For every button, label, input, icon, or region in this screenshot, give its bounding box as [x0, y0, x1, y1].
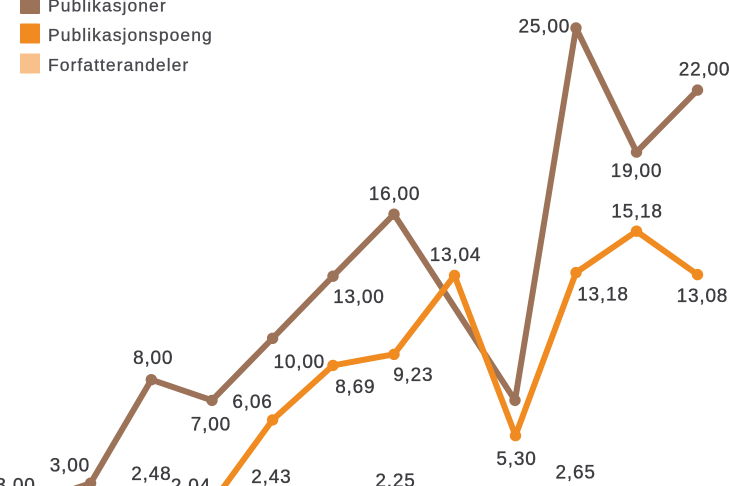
svg-text:2,43: 2,43	[251, 467, 291, 486]
svg-text:3,00: 3,00	[50, 455, 90, 476]
svg-text:22,00: 22,00	[679, 59, 729, 80]
svg-text:2,65: 2,65	[556, 462, 596, 483]
svg-text:7,00: 7,00	[191, 414, 231, 435]
svg-text:8,69: 8,69	[335, 377, 375, 398]
svg-text:15,18: 15,18	[611, 202, 663, 223]
svg-text:13,08: 13,08	[677, 286, 729, 307]
svg-text:Publikasjonspoeng: Publikasjonspoeng	[48, 25, 213, 45]
svg-text:6,06: 6,06	[232, 392, 272, 413]
svg-text:Forfatterandeler: Forfatterandeler	[48, 55, 189, 75]
svg-text:10,00: 10,00	[274, 352, 326, 373]
svg-text:2,48: 2,48	[131, 464, 171, 485]
svg-text:2,04: 2,04	[171, 476, 211, 486]
svg-text:13,00: 13,00	[333, 287, 385, 308]
svg-text:9,23: 9,23	[393, 365, 433, 386]
svg-text:13,04: 13,04	[430, 245, 482, 266]
svg-text:25,00: 25,00	[519, 16, 571, 37]
svg-text:2,25: 2,25	[375, 471, 415, 486]
svg-text:13,18: 13,18	[577, 284, 629, 305]
svg-text:19,00: 19,00	[611, 161, 663, 182]
svg-text:Publikasjoner: Publikasjoner	[48, 0, 167, 15]
svg-text:8,00: 8,00	[133, 348, 173, 369]
svg-text:3,00: 3,00	[0, 475, 36, 486]
svg-text:16,00: 16,00	[369, 184, 421, 205]
svg-text:5,30: 5,30	[496, 449, 536, 470]
